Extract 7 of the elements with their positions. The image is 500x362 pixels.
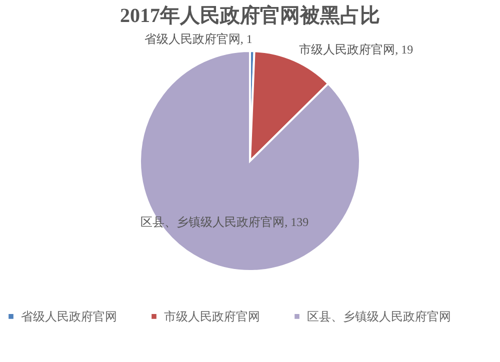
data-label: 市级人民政府官网, 19 xyxy=(299,42,414,56)
chart-title: 2017年人民政府官网被黑占比 xyxy=(120,4,380,27)
data-label: 省级人民政府官网, 1 xyxy=(144,32,252,46)
data-label: 区县、乡镇级人民政府官网, 139 xyxy=(140,214,309,229)
legend-label: 区县、乡镇级人民政府官网 xyxy=(307,309,451,324)
legend-label: 省级人民政府官网 xyxy=(21,309,117,324)
legend-label: 市级人民政府官网 xyxy=(164,309,260,324)
